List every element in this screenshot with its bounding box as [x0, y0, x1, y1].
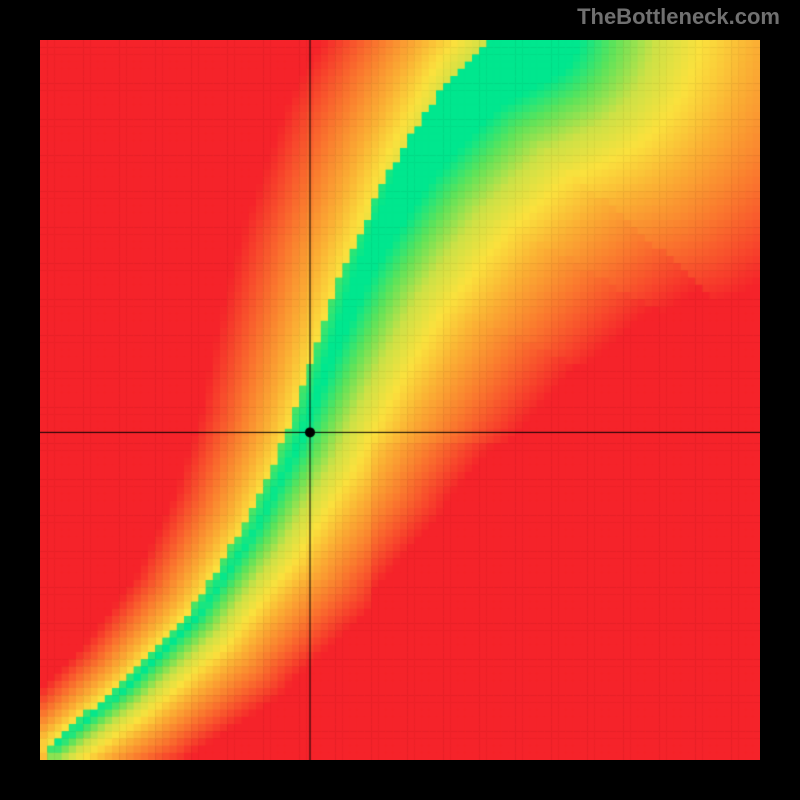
heatmap-chart: [40, 40, 760, 760]
attribution-text: TheBottleneck.com: [577, 4, 780, 30]
